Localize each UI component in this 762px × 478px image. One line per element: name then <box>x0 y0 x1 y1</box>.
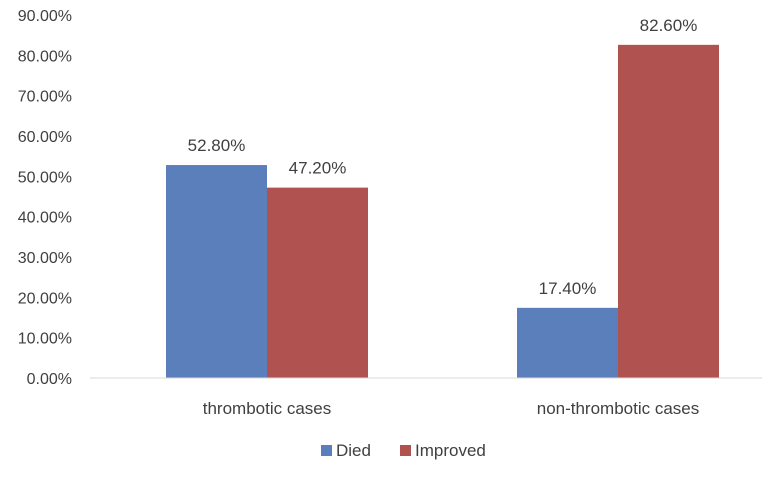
bar-improved-thrombotic <box>267 187 368 378</box>
legend-swatch-died <box>321 445 332 456</box>
bars: 52.80% 47.20% 17.40% 82.60% <box>166 16 719 378</box>
legend: Died Improved <box>321 441 486 460</box>
y-tick-label: 90.00% <box>18 8 72 25</box>
data-label: 17.40% <box>539 279 597 298</box>
x-category-label: thrombotic cases <box>203 399 332 418</box>
data-label: 47.20% <box>289 159 347 178</box>
y-tick-label: 0.00% <box>27 371 72 388</box>
y-tick-label: 80.00% <box>18 48 72 65</box>
y-tick-label: 20.00% <box>18 290 72 307</box>
y-tick-label: 40.00% <box>18 210 72 227</box>
data-label: 52.80% <box>188 136 246 155</box>
legend-label-improved: Improved <box>415 441 486 460</box>
legend-swatch-improved <box>400 445 411 456</box>
y-tick-label: 50.00% <box>18 169 72 186</box>
y-tick-label: 30.00% <box>18 250 72 267</box>
bar-died-non-thrombotic <box>517 307 618 378</box>
y-axis: 0.00% 10.00% 20.00% 30.00% 40.00% 50.00% 60.00… <box>18 8 72 388</box>
y-tick-label: 10.00% <box>18 331 72 348</box>
y-tick-label: 70.00% <box>18 89 72 106</box>
y-tick-label: 60.00% <box>18 129 72 146</box>
legend-label-died: Died <box>336 441 371 460</box>
x-axis: thrombotic cases non-thrombotic cases <box>203 399 700 418</box>
bar-improved-non-thrombotic <box>618 44 719 378</box>
bar-died-thrombotic <box>166 165 267 378</box>
data-label: 82.60% <box>640 16 698 35</box>
x-category-label: non-thrombotic cases <box>537 399 700 418</box>
